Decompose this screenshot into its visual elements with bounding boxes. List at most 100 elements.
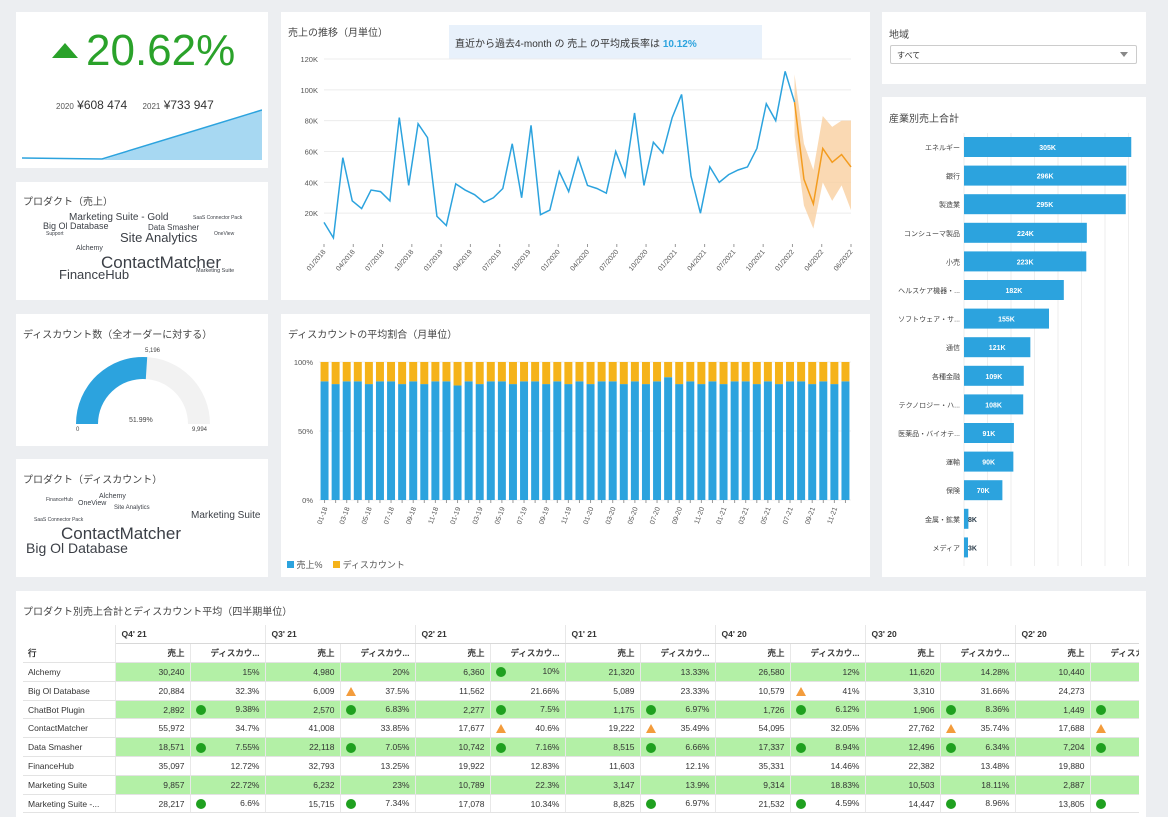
- region-select[interactable]: すべて: [890, 45, 1137, 64]
- industry-bar[interactable]: [964, 137, 1132, 157]
- bar-sales[interactable]: [331, 384, 340, 500]
- bar-discount[interactable]: [830, 362, 839, 385]
- quarter-header[interactable]: Q4' 21: [115, 625, 266, 645]
- sales-col-header[interactable]: 売上: [715, 643, 791, 664]
- bar-sales[interactable]: [420, 384, 429, 500]
- bar-sales[interactable]: [786, 381, 795, 500]
- bar-sales[interactable]: [475, 384, 484, 500]
- sales-col-header[interactable]: 売上: [115, 643, 191, 664]
- bar-sales[interactable]: [553, 381, 562, 500]
- industry-bar[interactable]: [964, 337, 1031, 358]
- bar-discount[interactable]: [641, 362, 650, 385]
- bar-sales[interactable]: [708, 381, 717, 500]
- bar-discount[interactable]: [553, 362, 562, 382]
- quarter-header[interactable]: Q2' 21: [415, 625, 566, 645]
- wc-word[interactable]: Marketing Suite - Gold: [69, 212, 169, 223]
- legend-discount[interactable]: ディスカウント: [342, 560, 405, 570]
- sales-col-header[interactable]: 売上: [865, 643, 941, 664]
- wc-word[interactable]: Site Analytics: [114, 505, 150, 511]
- industry-bar[interactable]: [964, 308, 1049, 329]
- bar-sales[interactable]: [387, 381, 396, 500]
- industry-bar[interactable]: [964, 394, 1024, 415]
- industry-bar[interactable]: [964, 537, 968, 558]
- discount-col-header[interactable]: ディスカウ...: [490, 643, 566, 664]
- wc-word[interactable]: Big Ol Database: [43, 221, 109, 231]
- bar-discount[interactable]: [409, 362, 418, 382]
- bar-discount[interactable]: [630, 362, 639, 382]
- wc-word[interactable]: Marketing Suite: [191, 510, 261, 521]
- legend-sales[interactable]: 売上%: [296, 560, 323, 570]
- bar-discount[interactable]: [719, 362, 728, 385]
- industry-bar[interactable]: [964, 280, 1064, 300]
- bar-sales[interactable]: [675, 384, 684, 500]
- sales-col-header[interactable]: 売上: [1015, 643, 1091, 664]
- bar-sales[interactable]: [763, 381, 772, 500]
- wc-word[interactable]: FinanceHub: [46, 497, 73, 503]
- bar-sales[interactable]: [575, 381, 584, 500]
- bar-discount[interactable]: [808, 362, 817, 385]
- table-row[interactable]: FinanceHub 35,097 12.72% 32,793 13.25% 19,922…: [23, 756, 1139, 776]
- wc-word[interactable]: Site Analytics: [120, 230, 198, 245]
- table-row[interactable]: ChatBot Plugin 2,892 9.38% 2,570 6.83% 2,277 7…: [23, 700, 1139, 720]
- bar-discount[interactable]: [342, 362, 351, 382]
- bar-discount[interactable]: [497, 362, 506, 382]
- discount-col-header[interactable]: ディスカウ...: [640, 643, 716, 664]
- bar-sales[interactable]: [730, 381, 739, 500]
- industry-bar[interactable]: [964, 251, 1087, 272]
- discount-col-header[interactable]: ディスカウ...: [340, 643, 416, 664]
- bar-discount[interactable]: [653, 362, 662, 382]
- wc-word[interactable]: ContactMatcher: [61, 524, 181, 543]
- bar-sales[interactable]: [409, 381, 418, 500]
- bar-discount[interactable]: [375, 362, 384, 382]
- bar-discount[interactable]: [664, 362, 673, 378]
- wc-word[interactable]: Support: [46, 231, 64, 237]
- bar-discount[interactable]: [708, 362, 717, 382]
- bar-discount[interactable]: [608, 362, 617, 382]
- bar-sales[interactable]: [653, 381, 662, 500]
- table-row[interactable]: Marketing Suite 9,857 22.72% 6,232 23% 10,789…: [23, 775, 1139, 795]
- bar-sales[interactable]: [830, 384, 839, 500]
- bar-sales[interactable]: [497, 381, 506, 500]
- discount-col-header[interactable]: ディスカウ...: [790, 643, 866, 664]
- bar-sales[interactable]: [431, 381, 440, 500]
- bar-sales[interactable]: [752, 384, 761, 500]
- bar-sales[interactable]: [353, 381, 362, 500]
- bar-discount[interactable]: [420, 362, 429, 385]
- bar-sales[interactable]: [342, 381, 351, 500]
- sales-col-header[interactable]: 売上: [265, 643, 341, 664]
- sales-col-header[interactable]: 売上: [415, 643, 491, 664]
- table-row[interactable]: Data Smasher 18,571 7.55% 22,118 7.05% 10,742…: [23, 737, 1139, 758]
- bar-sales[interactable]: [564, 384, 573, 500]
- wc-word[interactable]: ContactMatcher: [101, 253, 221, 272]
- bar-sales[interactable]: [619, 384, 628, 500]
- bar-discount[interactable]: [774, 362, 783, 385]
- wc-word[interactable]: Alchemy: [99, 493, 126, 500]
- discount-col-header[interactable]: ディスカウ...: [190, 643, 266, 664]
- bar-discount[interactable]: [597, 362, 606, 382]
- discount-col-header[interactable]: ディスカウ...: [1090, 643, 1139, 664]
- bar-discount[interactable]: [841, 362, 850, 382]
- bar-discount[interactable]: [508, 362, 517, 385]
- wc-word[interactable]: Alchemy: [76, 245, 103, 252]
- bar-discount[interactable]: [387, 362, 396, 382]
- wc-word[interactable]: Data Smasher: [148, 223, 200, 232]
- bar-discount[interactable]: [431, 362, 440, 382]
- table-row[interactable]: Big Ol Database 20,884 32.3% 6,009 37.5% 11,5…: [23, 681, 1139, 701]
- bar-discount[interactable]: [353, 362, 362, 382]
- bar-sales[interactable]: [630, 381, 639, 500]
- bar-discount[interactable]: [763, 362, 772, 382]
- bar-sales[interactable]: [442, 381, 451, 500]
- bar-sales[interactable]: [608, 381, 617, 500]
- bar-sales[interactable]: [398, 384, 407, 500]
- bar-discount[interactable]: [686, 362, 695, 382]
- bar-discount[interactable]: [741, 362, 750, 382]
- bar-discount[interactable]: [575, 362, 584, 382]
- industry-bar[interactable]: [964, 480, 1003, 501]
- bar-discount[interactable]: [520, 362, 529, 382]
- bar-discount[interactable]: [819, 362, 828, 382]
- bar-discount[interactable]: [464, 362, 473, 382]
- bar-sales[interactable]: [520, 381, 529, 500]
- bar-sales[interactable]: [819, 381, 828, 500]
- bar-sales[interactable]: [741, 381, 750, 500]
- bar-discount[interactable]: [675, 362, 684, 385]
